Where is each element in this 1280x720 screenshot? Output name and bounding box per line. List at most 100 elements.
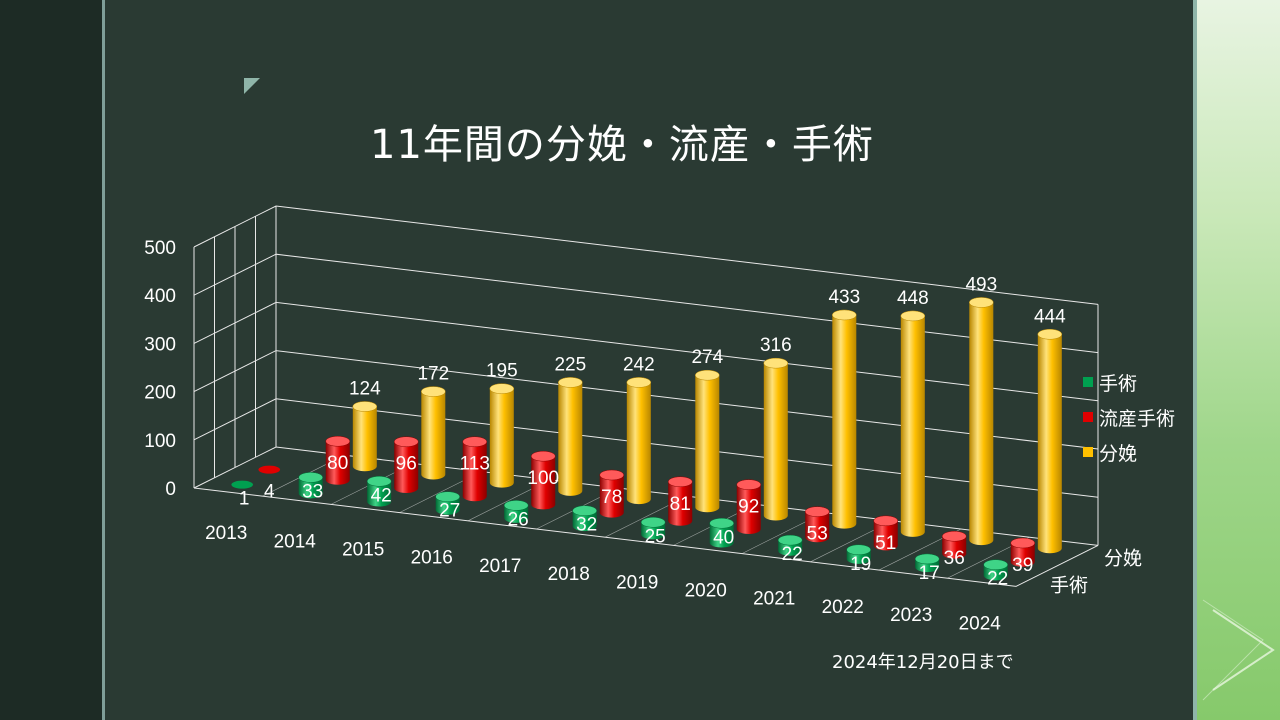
legend-label-delivery: 分娩 <box>1099 442 1138 465</box>
bar-cap <box>709 518 734 529</box>
bar-cap <box>352 401 378 412</box>
bar <box>367 481 392 507</box>
bar <box>325 441 350 485</box>
bar <box>942 536 967 559</box>
bar-cap <box>421 386 446 397</box>
bar <box>421 391 446 480</box>
bar-cap <box>983 559 1008 570</box>
bar <box>668 481 693 526</box>
bar-cap <box>503 500 529 511</box>
bar-cap <box>1010 537 1035 549</box>
data-label: 22 <box>987 569 1008 590</box>
data-label: 225 <box>554 354 586 375</box>
bar <box>969 302 994 546</box>
data-label: 113 <box>460 454 490 475</box>
slide-title: 11年間の分娩・流産・手術 <box>370 122 874 168</box>
x-tick-label: 2019 <box>616 572 658 593</box>
data-label: 4 <box>264 482 275 503</box>
bar <box>599 475 624 518</box>
data-label: 92 <box>738 497 759 518</box>
date-note: 2024年12月20日まで <box>832 652 1014 673</box>
bar <box>900 315 925 537</box>
bar <box>763 363 788 521</box>
x-tick-label: 2015 <box>342 540 384 561</box>
bar-cap <box>695 369 720 381</box>
data-label: 316 <box>760 335 792 356</box>
right-decor-panel <box>1193 0 1280 720</box>
bar <box>805 511 830 543</box>
gridline-500 <box>193 205 1099 305</box>
gridline-400 <box>193 253 1099 354</box>
bar <box>352 406 377 472</box>
bar-cap <box>325 435 350 447</box>
bar-cap <box>394 436 419 447</box>
data-label: 274 <box>691 347 723 368</box>
y-tick-label: 200 <box>144 383 176 404</box>
bar <box>531 456 556 510</box>
data-label: 27 <box>439 501 460 522</box>
bar-cap <box>846 544 871 556</box>
data-label: 172 <box>417 364 449 385</box>
legend-swatch-surgery <box>1083 377 1093 387</box>
x-tick-label: 2018 <box>548 564 590 585</box>
data-label: 53 <box>807 524 828 545</box>
bar-cap <box>599 469 624 481</box>
data-label: 448 <box>897 288 929 309</box>
bar <box>489 388 514 488</box>
bar-cap <box>763 357 789 369</box>
data-label: 42 <box>371 485 392 506</box>
x-tick-label: 2013 <box>205 523 247 544</box>
bar-cap <box>805 506 830 517</box>
bar <box>558 382 583 496</box>
bar-cap <box>558 377 583 388</box>
bar <box>736 484 761 534</box>
bar-cap <box>626 377 652 388</box>
x-tick-label: 2024 <box>959 613 1002 634</box>
floor-line-12 <box>1015 545 1099 587</box>
data-label: 17 <box>919 563 940 584</box>
bar <box>572 510 597 532</box>
data-label: 32 <box>576 515 597 536</box>
legend-swatch-delivery <box>1083 447 1093 457</box>
bar-cap <box>531 450 556 462</box>
bar <box>394 441 419 493</box>
x-tick-label: 2020 <box>685 581 727 602</box>
bar-cap <box>942 530 967 542</box>
bar-cap <box>258 465 281 474</box>
x-tick-label: 2021 <box>753 589 795 610</box>
data-label: 444 <box>1034 306 1066 327</box>
bar-cap <box>668 476 693 488</box>
legend-swatch-miscarriage <box>1083 412 1093 422</box>
data-label: 1 <box>239 489 250 510</box>
decor-chevron-icon <box>1202 599 1275 701</box>
x-tick-label: 2017 <box>479 556 521 577</box>
data-label: 22 <box>782 544 803 565</box>
bar-cap <box>777 534 803 546</box>
bar <box>709 523 734 548</box>
bar-cap <box>640 517 666 528</box>
data-label: 433 <box>828 287 860 308</box>
y-tick-label: 0 <box>165 479 176 500</box>
data-label: 96 <box>396 454 417 475</box>
bar-cap <box>832 309 857 321</box>
x-tick-label: 2016 <box>411 548 453 569</box>
bar-cap <box>231 480 253 489</box>
depth-axis-label: 分娩 <box>1104 547 1142 569</box>
bar-cap <box>1037 329 1063 340</box>
bar-cap <box>298 472 323 483</box>
corner-arrow-icon <box>244 78 260 94</box>
left-accent-line <box>102 0 105 720</box>
data-label: 40 <box>713 527 734 548</box>
bar-cap <box>462 436 487 447</box>
legend-item-surgery: 手術 <box>1083 370 1137 395</box>
bar <box>462 441 487 502</box>
legend-item-miscarriage: 流産手術 <box>1083 405 1175 430</box>
bar-cap <box>914 553 940 565</box>
bar <box>298 477 323 499</box>
x-tick-label: 2022 <box>822 597 864 618</box>
x-tick-label: 2023 <box>890 605 932 626</box>
y-tick-label: 400 <box>144 286 176 307</box>
data-label: 25 <box>645 526 666 547</box>
bar-cap <box>900 310 926 322</box>
bar-cap <box>435 491 460 502</box>
